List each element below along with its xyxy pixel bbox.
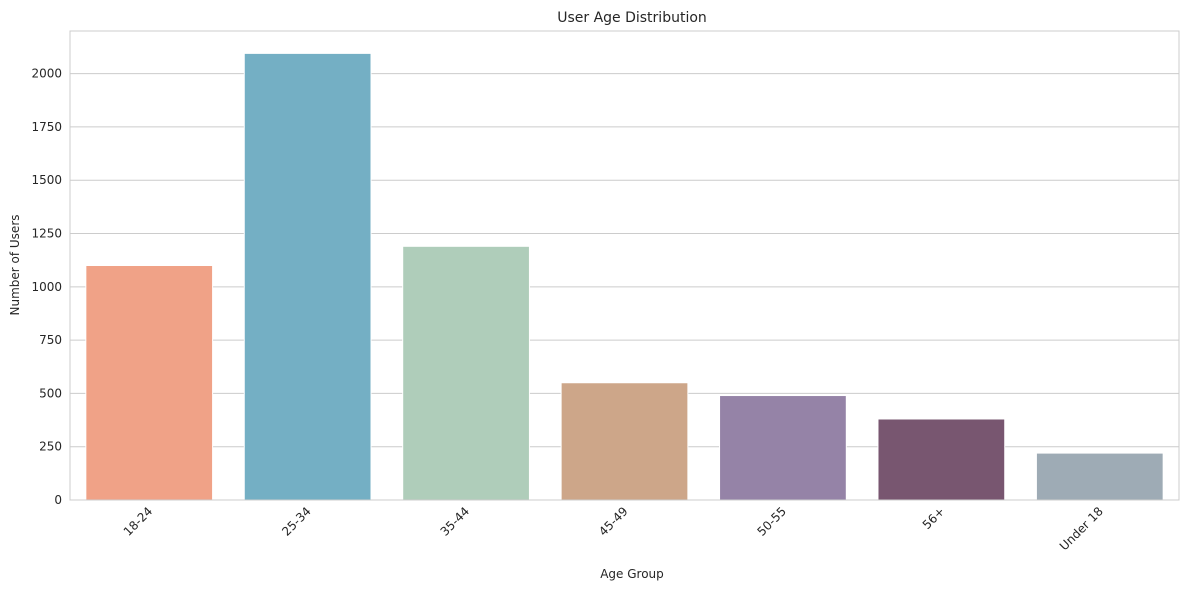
- y-tick-label: 1000: [31, 280, 62, 294]
- y-axis-title: Number of Users: [8, 214, 22, 315]
- x-tick-label: 45-49: [596, 504, 631, 539]
- y-tick-label: 1750: [31, 120, 62, 134]
- y-tick-labels: 0 250 500 750 1000 1250 1500 1750 2000: [31, 67, 62, 507]
- x-tick-label: 35-44: [438, 504, 473, 539]
- y-tick-label: 2000: [31, 67, 62, 81]
- bar-under-18: [1035, 452, 1164, 501]
- x-axis-title: Age Group: [600, 567, 664, 581]
- plot-frame: [69, 30, 1180, 501]
- x-tick-label: 25-34: [279, 504, 314, 539]
- bar-25-34: [243, 52, 372, 501]
- y-tick-label: 0: [54, 493, 62, 507]
- y-tick-label: 1250: [31, 227, 62, 241]
- y-tick-label: 500: [39, 386, 62, 400]
- x-tick-label: 50-55: [754, 504, 789, 539]
- y-tick-label: 750: [39, 333, 62, 347]
- x-tick-label: Under 18: [1057, 504, 1106, 553]
- chart-title: User Age Distribution: [557, 10, 707, 26]
- x-tick-label: 18-24: [121, 504, 156, 539]
- y-tick-label: 250: [39, 440, 62, 454]
- y-tick-label: 1500: [31, 173, 62, 187]
- x-tick-label: 56+: [920, 504, 948, 532]
- bar-50-55: [719, 395, 847, 501]
- x-tick-labels: 18-24 25-34 35-44 45-49 50-55 56+ Under 18: [121, 504, 1106, 553]
- bar-18-24: [85, 265, 214, 501]
- bar-56: [877, 418, 1006, 501]
- bar-45-49: [560, 382, 689, 501]
- bar-35-44: [402, 245, 530, 501]
- bars: [85, 52, 1164, 501]
